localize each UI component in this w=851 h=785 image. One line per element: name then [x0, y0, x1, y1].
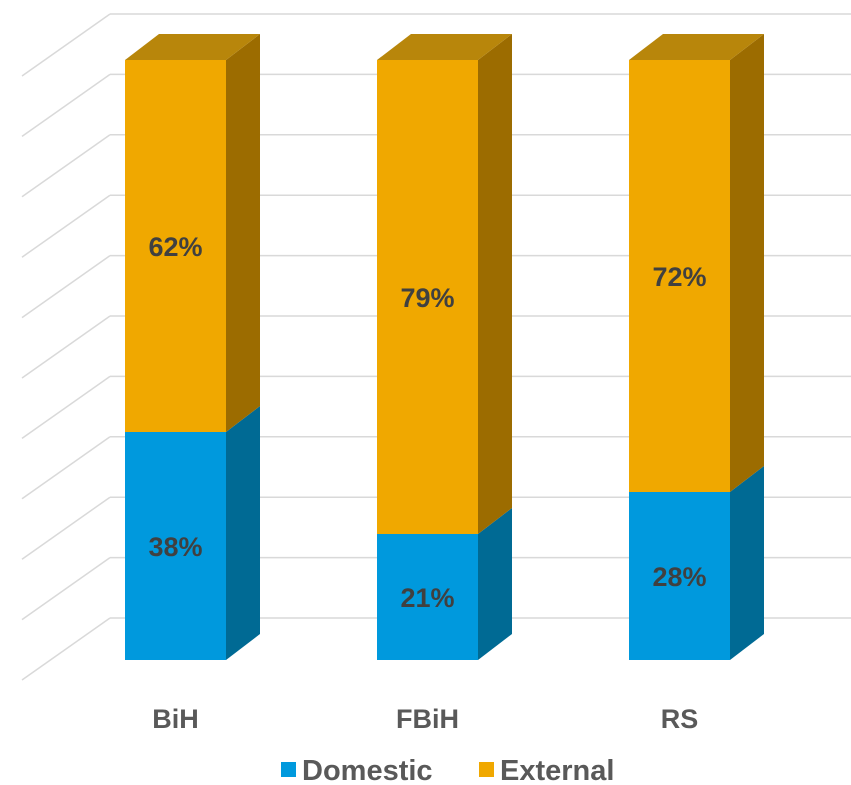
category-label-fbih: FBiH	[396, 704, 459, 734]
gridline-diagonal	[22, 618, 110, 680]
data-label-external-rs: 72%	[652, 262, 706, 292]
data-label-external-bih: 62%	[148, 232, 202, 262]
bar-side-external-bih	[226, 34, 260, 432]
data-label-domestic-bih: 38%	[148, 532, 202, 562]
bar-side-external-fbih	[478, 34, 512, 534]
legend-label-domestic: Domestic	[302, 755, 433, 785]
gridline-diagonal	[22, 135, 110, 197]
legend-swatch-domestic	[281, 762, 296, 777]
legend: Domestic External	[281, 755, 614, 785]
gridline-diagonal	[22, 376, 110, 438]
data-label-domestic-rs: 28%	[652, 562, 706, 592]
gridline-diagonal	[22, 74, 110, 136]
bar-side-external-rs	[730, 34, 764, 492]
bar-side-domestic-rs	[730, 466, 764, 660]
bar-side-domestic-fbih	[478, 508, 512, 660]
gridline-diagonal	[22, 558, 110, 620]
legend-swatch-external	[479, 762, 494, 777]
data-label-domestic-fbih: 21%	[400, 583, 454, 613]
bar-side-domestic-bih	[226, 406, 260, 660]
gridline-diagonal	[22, 256, 110, 318]
gridline-diagonal	[22, 497, 110, 559]
gridline-diagonal	[22, 14, 110, 76]
gridline-diagonal	[22, 195, 110, 257]
legend-label-external: External	[500, 755, 614, 785]
gridline-diagonal	[22, 316, 110, 378]
category-labels: BiH FBiH RS	[152, 704, 698, 734]
category-label-bih: BiH	[152, 704, 199, 734]
category-label-rs: RS	[661, 704, 699, 734]
gridline-diagonal	[22, 437, 110, 499]
data-label-external-fbih: 79%	[400, 283, 454, 313]
